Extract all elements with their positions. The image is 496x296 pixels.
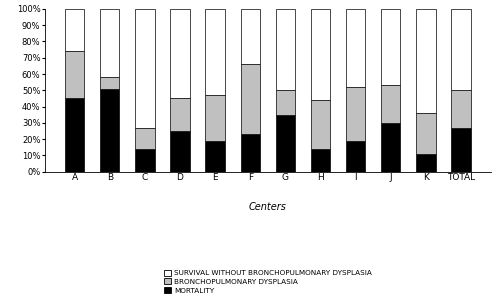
Bar xyxy=(241,9,260,64)
Bar xyxy=(241,134,260,172)
X-axis label: Centers: Centers xyxy=(249,202,287,212)
Bar xyxy=(311,149,330,172)
Bar xyxy=(416,9,435,113)
Bar xyxy=(135,149,155,172)
Bar xyxy=(451,90,471,128)
Bar xyxy=(170,9,189,98)
Bar xyxy=(311,9,330,100)
Bar xyxy=(205,141,225,172)
Bar xyxy=(100,89,120,172)
Bar xyxy=(241,64,260,134)
Bar xyxy=(311,100,330,149)
Bar xyxy=(135,9,155,128)
Legend: SURVIVAL WITHOUT BRONCHOPULMONARY DYSPLASIA, BRONCHOPULMONARY DYSPLASIA, MORTALI: SURVIVAL WITHOUT BRONCHOPULMONARY DYSPLA… xyxy=(164,270,372,294)
Bar xyxy=(346,9,366,87)
Bar xyxy=(170,98,189,131)
Bar xyxy=(276,115,295,172)
Bar xyxy=(65,9,84,51)
Bar xyxy=(170,131,189,172)
Bar xyxy=(346,141,366,172)
Bar xyxy=(346,87,366,141)
Bar xyxy=(416,113,435,154)
Bar xyxy=(276,9,295,90)
Bar xyxy=(451,128,471,172)
Bar xyxy=(100,77,120,89)
Bar xyxy=(416,154,435,172)
Bar xyxy=(451,9,471,90)
Bar xyxy=(65,51,84,98)
Bar xyxy=(276,90,295,115)
Bar xyxy=(381,85,400,123)
Bar xyxy=(135,128,155,149)
Bar xyxy=(205,9,225,95)
Bar xyxy=(65,98,84,172)
Bar xyxy=(381,9,400,85)
Bar xyxy=(100,9,120,77)
Bar xyxy=(205,95,225,141)
Bar xyxy=(381,123,400,172)
